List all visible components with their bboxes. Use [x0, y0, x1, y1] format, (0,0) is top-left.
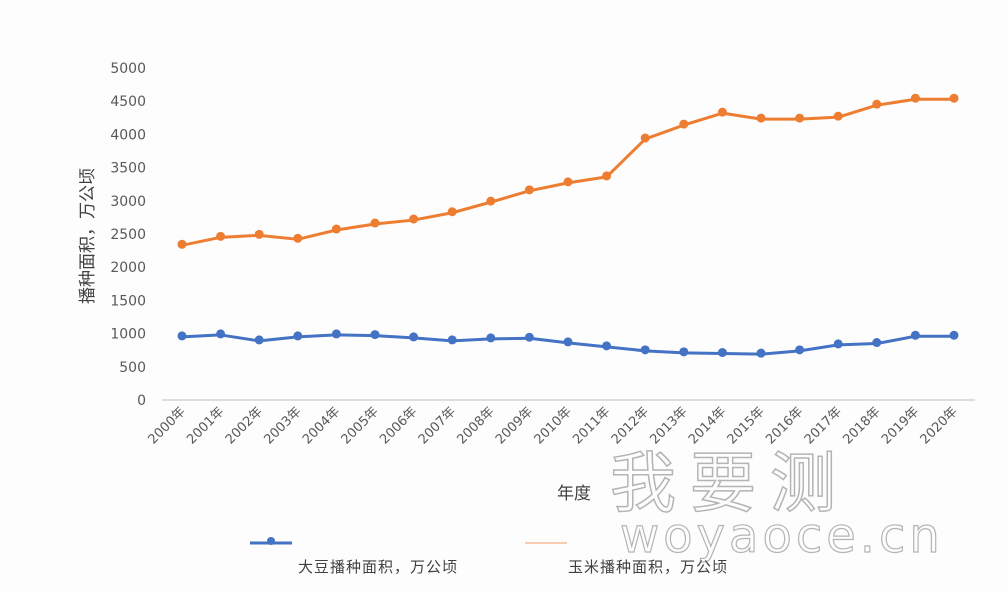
data-point-marker — [563, 337, 573, 347]
data-point-marker — [447, 335, 457, 345]
y-axis-title: 播种面积，万公顷 — [78, 168, 98, 304]
data-point-marker — [216, 231, 226, 241]
x-tick-label: 2016年 — [763, 404, 806, 447]
y-tick-label: 5000 — [110, 61, 146, 77]
data-point-marker — [177, 239, 187, 249]
y-tick-label: 3500 — [110, 161, 146, 177]
data-point-marker — [640, 133, 650, 143]
data-point-marker — [756, 348, 766, 358]
legend-corn-label: 玉米播种面积，万公顷 — [568, 558, 729, 576]
y-tick-label: 1000 — [110, 327, 146, 343]
data-point-marker — [679, 347, 689, 357]
y-tick-label: 500 — [119, 360, 146, 376]
data-point-marker — [293, 331, 303, 341]
x-tick-label: 2000年 — [146, 404, 189, 447]
x-tick-label: 2001年 — [184, 404, 227, 447]
y-tick-label: 3000 — [110, 194, 146, 210]
x-tick-label: 2018年 — [840, 404, 883, 447]
x-tick-label: 2012年 — [609, 404, 652, 447]
data-point-marker — [293, 233, 303, 243]
data-point-marker — [563, 177, 573, 187]
y-tick-label: 4000 — [110, 127, 146, 143]
x-tick-label: 2009年 — [493, 404, 536, 447]
x-axis-ticks: 2000年2001年2002年2003年2004年2005年2006年2007年… — [146, 404, 961, 447]
data-point-marker — [756, 113, 766, 123]
series-line — [181, 97, 954, 247]
data-point-marker — [833, 339, 843, 349]
data-point-marker — [717, 107, 727, 117]
data-point-marker — [602, 171, 612, 181]
data-point-marker — [949, 330, 959, 340]
data-point-marker — [331, 224, 341, 234]
x-axis-title: 年度 — [557, 484, 591, 504]
data-point-marker — [486, 333, 496, 343]
x-tick-label: 2013年 — [647, 404, 690, 447]
data-point-marker — [409, 332, 419, 342]
x-tick-label: 2017年 — [802, 404, 845, 447]
data-point-marker — [370, 218, 380, 228]
series-soybean — [177, 329, 959, 358]
data-point-marker — [409, 214, 419, 224]
y-axis-ticks: 0 500 1000 1500 2000 2500 3000 3500 4000 4500 5000 — [110, 61, 146, 409]
x-tick-label: 2010年 — [532, 404, 575, 447]
x-tick-label: 2007年 — [416, 404, 459, 447]
data-point-marker — [254, 229, 264, 239]
data-point-marker — [872, 99, 882, 109]
y-tick-label: 4500 — [110, 94, 146, 110]
x-tick-label: 2014年 — [686, 404, 729, 447]
series-group — [177, 93, 959, 358]
x-tick-label: 2019年 — [879, 404, 922, 447]
data-point-marker — [949, 93, 959, 103]
x-tick-label: 2003年 — [261, 404, 304, 447]
data-point-marker — [833, 111, 843, 121]
data-point-marker — [216, 329, 226, 339]
data-point-marker — [910, 93, 920, 103]
x-tick-label: 2002年 — [223, 404, 266, 447]
data-point-marker — [679, 119, 689, 129]
data-point-marker — [447, 207, 457, 217]
legend-soybean-marker — [250, 537, 292, 545]
x-tick-label: 2005年 — [339, 404, 382, 447]
x-tick-label: 2004年 — [300, 404, 343, 447]
y-tick-label: 2000 — [110, 260, 146, 276]
data-point-marker — [602, 341, 612, 351]
data-point-marker — [524, 185, 534, 195]
x-tick-label: 2015年 — [725, 404, 768, 447]
data-point-marker — [254, 335, 264, 345]
data-point-marker — [872, 338, 882, 348]
data-point-marker — [370, 330, 380, 340]
data-point-marker — [640, 345, 650, 355]
data-point-marker — [910, 330, 920, 340]
y-tick-label: 2500 — [110, 227, 146, 243]
data-point-marker — [795, 345, 805, 355]
x-tick-label: 2011年 — [570, 404, 613, 447]
data-point-marker — [717, 348, 727, 358]
x-tick-label: 2008年 — [454, 404, 497, 447]
series-corn — [177, 93, 959, 249]
x-tick-label: 2020年 — [918, 404, 961, 447]
y-tick-label: 0 — [137, 393, 146, 409]
data-point-marker — [177, 331, 187, 341]
data-point-marker — [795, 113, 805, 123]
data-point-marker — [486, 196, 496, 206]
x-tick-label: 2006年 — [377, 404, 420, 447]
data-point-marker — [524, 332, 534, 342]
data-point-marker — [331, 329, 341, 339]
legend-soybean-label: 大豆播种面积，万公顷 — [298, 558, 459, 576]
y-tick-label: 1500 — [110, 293, 146, 309]
